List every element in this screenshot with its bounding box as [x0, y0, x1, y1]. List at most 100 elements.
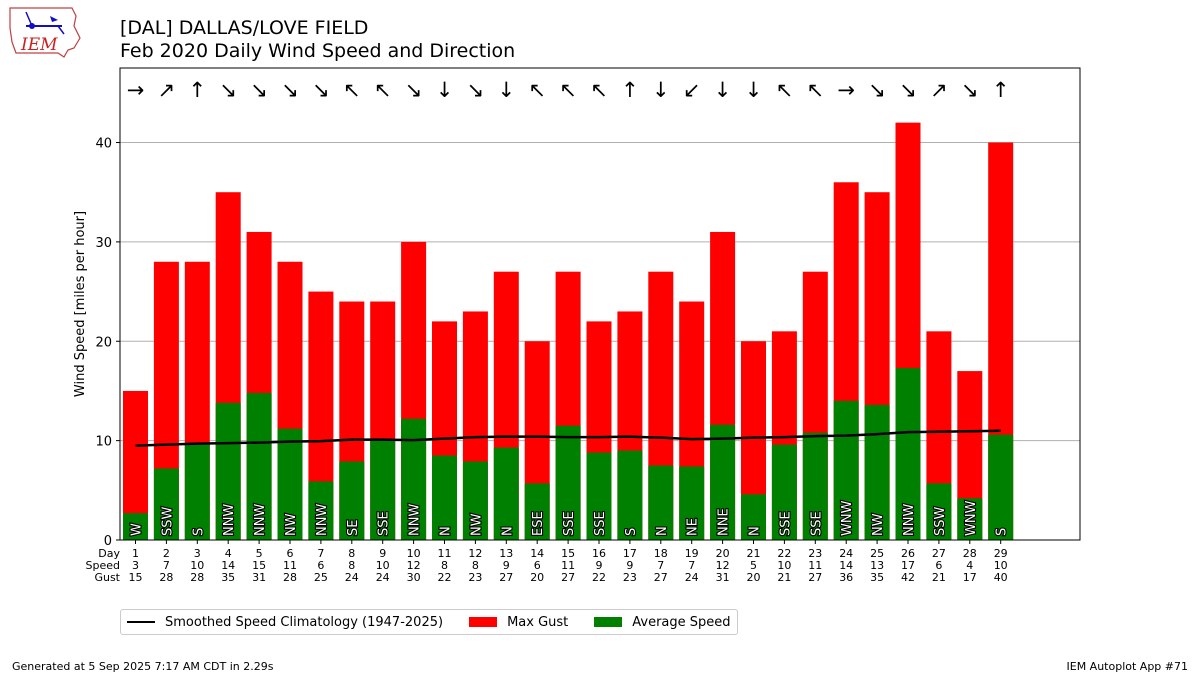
gust-label: 25 — [314, 571, 328, 584]
plot-frame — [119, 67, 1081, 541]
gust-label: 20 — [530, 571, 544, 584]
legend-line-swatch — [127, 621, 155, 623]
avg-speed-bar — [432, 455, 457, 540]
legend-gust-swatch — [469, 617, 498, 627]
avg-speed-bar — [153, 468, 179, 540]
day-label: 2 — [163, 547, 170, 560]
gust-label: 40 — [994, 571, 1008, 584]
direction-arrow: ↑ — [188, 78, 206, 102]
legend: Smoothed Speed Climatology (1947-2025) M… — [120, 609, 738, 635]
day-label: 19 — [685, 547, 699, 560]
legend-climatology-label: Smoothed Speed Climatology (1947-2025) — [165, 614, 444, 630]
speed-label: 4 — [966, 559, 973, 572]
direction-label: NE — [686, 518, 701, 536]
direction-label: ESE — [531, 511, 546, 536]
avg-speed-bar — [771, 444, 797, 540]
gust-label: 27 — [808, 571, 822, 584]
day-label: 28 — [963, 547, 977, 560]
avg-speed-bar — [710, 424, 736, 540]
direction-label: N — [500, 526, 515, 536]
direction-arrow: → — [127, 78, 145, 102]
gust-label: 27 — [654, 571, 668, 584]
day-label: 11 — [438, 547, 452, 560]
legend-gust: Max Gust — [469, 615, 568, 630]
speed-label: 13 — [870, 559, 884, 572]
speed-label: 3 — [132, 559, 139, 572]
speed-label: 12 — [407, 559, 421, 572]
direction-arrow: ↘ — [899, 78, 917, 102]
day-label: 3 — [194, 547, 201, 560]
direction-arrow: ↑ — [992, 78, 1010, 102]
avg-speed-bar — [246, 392, 272, 540]
gust-label: 36 — [839, 571, 853, 584]
direction-label: SSW — [933, 506, 948, 536]
avg-speed-bar — [493, 447, 519, 540]
avg-speed-bar — [741, 494, 766, 540]
avg-speed-bar — [926, 483, 952, 540]
speed-label: 9 — [626, 559, 633, 572]
gust-label: 21 — [932, 571, 946, 584]
speed-label: 10 — [190, 559, 204, 572]
footer-generated: Generated at 5 Sep 2025 7:17 AM CDT in 2… — [12, 660, 274, 673]
climatology-line — [135, 429, 1001, 447]
direction-label: WNW — [840, 500, 855, 536]
legend-gust-label: Max Gust — [507, 614, 569, 630]
day-label: 26 — [901, 547, 915, 560]
direction-label: NNW — [902, 504, 917, 536]
direction-arrow: ↓ — [497, 78, 515, 102]
direction-arrow: ↘ — [281, 78, 299, 102]
speed-label: 15 — [252, 559, 266, 572]
gust-label: 24 — [345, 571, 359, 584]
gust-label: 24 — [685, 571, 699, 584]
legend-climatology: Smoothed Speed Climatology (1947-2025) — [127, 615, 443, 630]
direction-arrow: ↖ — [806, 78, 824, 102]
speed-label: 14 — [221, 559, 235, 572]
chart-title: [DAL] DALLAS/LOVE FIELD — [120, 17, 369, 39]
day-label: 5 — [256, 547, 263, 560]
direction-arrow: ↘ — [312, 78, 330, 102]
day-label: 10 — [407, 547, 421, 560]
direction-arrow: ↖ — [776, 78, 794, 102]
direction-arrow: → — [837, 78, 855, 102]
avg-speed-bar — [833, 400, 859, 540]
avg-speed-bar — [648, 465, 674, 540]
y-tick-label: 30 — [95, 236, 112, 251]
gust-label: 28 — [190, 571, 204, 584]
direction-label: N — [655, 526, 670, 536]
direction-arrow: ↓ — [714, 78, 732, 102]
speed-label: 11 — [808, 559, 822, 572]
day-label: 13 — [499, 547, 513, 560]
avg-speed-bar — [957, 498, 983, 540]
avg-speed-bar — [864, 404, 890, 540]
direction-arrow: ↓ — [652, 78, 670, 102]
day-label: 29 — [994, 547, 1008, 560]
direction-label: NW — [284, 513, 299, 536]
direction-label: S — [191, 528, 206, 536]
gust-label: 22 — [592, 571, 606, 584]
speed-label: 7 — [657, 559, 664, 572]
avg-speed-bar — [308, 481, 334, 540]
speed-label: 14 — [839, 559, 853, 572]
direction-label: SSW — [160, 506, 175, 536]
speed-label: 7 — [688, 559, 695, 572]
day-label: 1 — [132, 547, 139, 560]
avg-speed-bar — [215, 402, 241, 540]
footer-app: IEM Autoplot App #71 — [1066, 660, 1189, 673]
gust-label: 21 — [777, 571, 791, 584]
direction-label: N — [439, 526, 454, 536]
direction-label: SSE — [593, 511, 608, 536]
gust-label: 20 — [747, 571, 761, 584]
logo-text: IEM — [20, 35, 58, 55]
direction-arrow: ↘ — [219, 78, 237, 102]
gust-label: 30 — [407, 571, 421, 584]
y-axis-label: Wind Speed [miles per hour] — [73, 211, 88, 397]
iem-logo: IEM — [6, 4, 82, 60]
gust-label: 27 — [561, 571, 575, 584]
speed-label: 6 — [534, 559, 541, 572]
direction-label: SSE — [809, 511, 824, 536]
day-label: 15 — [561, 547, 575, 560]
day-label: 20 — [716, 547, 730, 560]
speed-label: 10 — [777, 559, 791, 572]
avg-speed-bar — [895, 368, 921, 540]
direction-arrow: ↘ — [868, 78, 886, 102]
